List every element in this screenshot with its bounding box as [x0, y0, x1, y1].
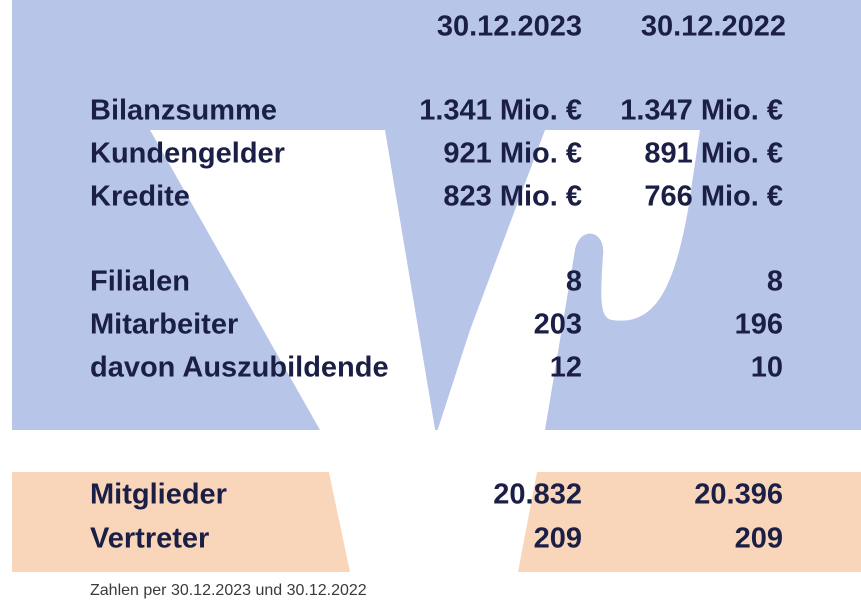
row-value: 8	[566, 266, 582, 298]
column-header: 30.12.2022	[641, 11, 786, 43]
row-label: davon Auszubildende	[90, 352, 389, 384]
row-value: 209	[534, 523, 582, 555]
column-header: 30.12.2023	[437, 11, 582, 43]
row-value: 823 Mio. €	[443, 181, 582, 213]
row-value: 20.832	[493, 479, 582, 511]
footnote: Zahlen per 30.12.2023 und 30.12.2022	[90, 582, 367, 599]
row-value: 209	[735, 523, 783, 555]
row-value: 203	[534, 309, 582, 341]
blue-panel	[12, 0, 861, 430]
row-label: Kredite	[90, 181, 190, 213]
rows: Bilanzsumme 1.341 Mio. € 1.347 Mio. € Kunde…	[90, 95, 783, 555]
row-label: Mitarbeiter	[90, 309, 238, 341]
row-value: 891 Mio. €	[644, 138, 783, 170]
row-label: Vertreter	[90, 523, 209, 555]
row-label: Bilanzsumme	[90, 95, 277, 127]
row-label: Filialen	[90, 266, 190, 298]
row-value: 921 Mio. €	[443, 138, 582, 170]
row-value: 196	[735, 309, 783, 341]
row-value: 10	[751, 352, 783, 384]
row-value: 766 Mio. €	[644, 181, 783, 213]
row-label: Kundengelder	[90, 138, 285, 170]
row-value: 8	[767, 266, 783, 298]
logo-shape	[150, 130, 700, 572]
row-value: 1.347 Mio. €	[620, 95, 783, 127]
row-value: 1.341 Mio. €	[419, 95, 582, 127]
row-value: 12	[550, 352, 582, 384]
row-label: Mitglieder	[90, 479, 227, 511]
row-value: 20.396	[694, 479, 783, 511]
